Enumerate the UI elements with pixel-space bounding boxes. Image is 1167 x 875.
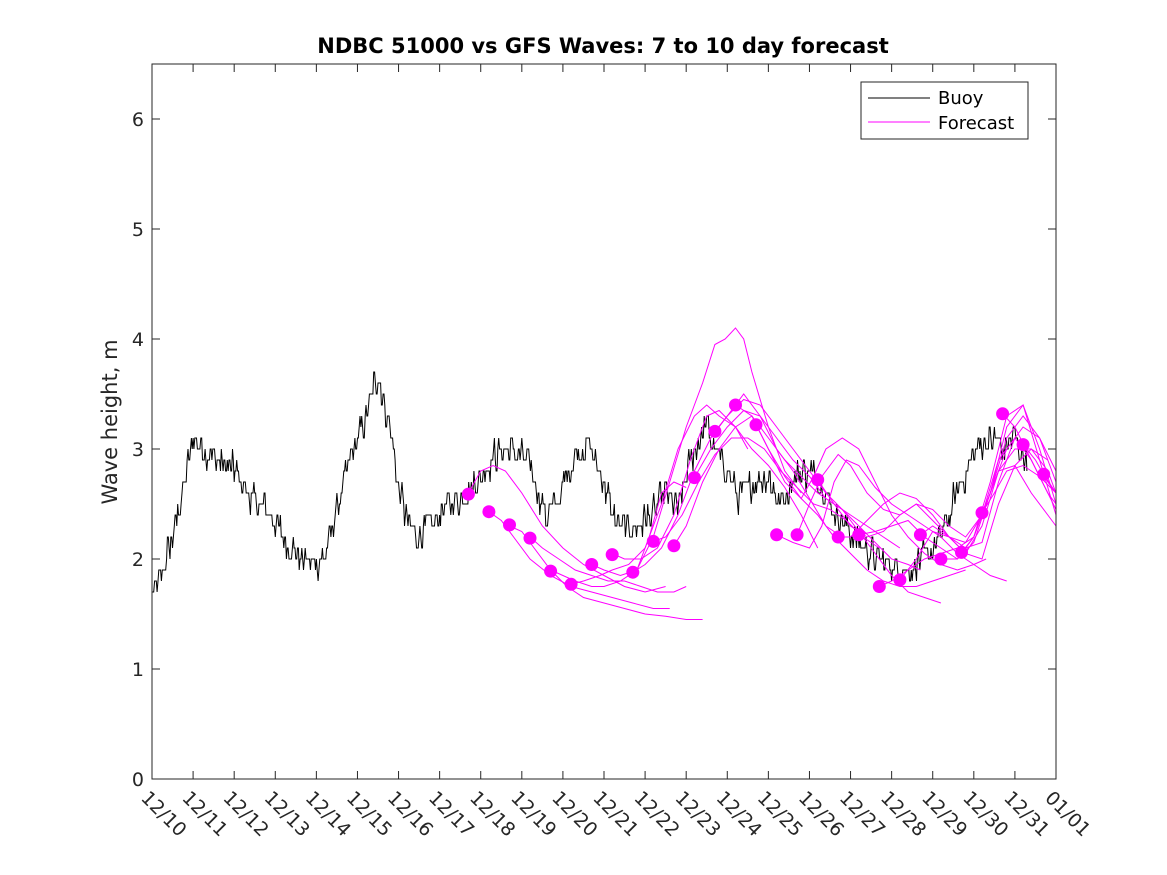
forecast-line-27 (1002, 413, 1057, 510)
forecast-marker-7 (585, 558, 599, 571)
chart-title: NDBC 51000 vs GFS Waves: 7 to 10 day for… (317, 34, 888, 58)
forecast-marker-12 (687, 471, 701, 485)
x-tick-label: 12/14 (301, 787, 355, 841)
plot-area (152, 327, 1057, 620)
forecast-line-20 (858, 403, 1057, 560)
forecast-marker-26 (975, 506, 989, 520)
forecast-line-11 (673, 415, 901, 549)
x-tick-label: 12/22 (630, 787, 684, 841)
y-tick-label: 1 (132, 659, 144, 681)
y-axis-label: Wave height, m (98, 339, 122, 504)
y-tick-label: 4 (132, 329, 144, 351)
x-tick-label: 12/11 (178, 787, 232, 841)
x-tick-label: 12/31 (999, 787, 1053, 841)
forecast-marker-21 (872, 580, 886, 593)
x-tick-label: 12/19 (506, 787, 560, 841)
y-tick-label: 3 (132, 439, 144, 461)
legend-label-forecast: Forecast (938, 113, 1014, 134)
forecast-marker-8 (605, 548, 619, 562)
x-tick-label: 12/27 (835, 787, 889, 841)
forecast-line-1 (467, 464, 666, 593)
forecast-marker-3 (503, 518, 516, 532)
forecast-line-21 (879, 404, 1057, 587)
axis-ticks: 012345612/1012/1112/1212/1312/1412/1512/… (132, 63, 1095, 841)
legend: Buoy Forecast (860, 81, 1029, 140)
forecast-line-13 (714, 398, 942, 604)
legend-box (860, 81, 1029, 140)
forecast-marker-9 (626, 565, 640, 579)
forecast-marker-18 (811, 473, 825, 487)
forecast-line-5 (550, 481, 687, 587)
x-tick-label: 12/30 (958, 787, 1012, 841)
x-tick-label: 12/18 (465, 787, 519, 841)
y-tick-label: 6 (132, 109, 144, 131)
forecast-marker-1 (461, 487, 475, 501)
forecast-marker-19 (831, 530, 845, 544)
forecast-line-25 (961, 415, 1057, 553)
forecast-marker-4 (523, 531, 537, 545)
forecast-marker-24 (934, 552, 948, 566)
x-tick-label: 12/26 (794, 787, 848, 841)
forecast-marker-10 (646, 534, 660, 548)
x-tick-label: 12/10 (136, 787, 190, 841)
x-tick-label: 12/25 (753, 787, 807, 841)
x-tick-label: 12/15 (342, 787, 396, 841)
x-tick-label: 12/28 (876, 787, 930, 841)
forecast-marker-28 (1016, 438, 1030, 452)
forecast-line-6 (570, 404, 749, 585)
forecast-marker-15 (749, 418, 763, 432)
forecast-line-10 (653, 437, 880, 549)
forecast-marker-22 (893, 573, 907, 587)
forecast-marker-27 (996, 407, 1010, 421)
forecast-marker-13 (708, 424, 722, 438)
x-tick-label: 01/01 (1040, 787, 1094, 841)
forecast-marker-5 (544, 564, 558, 578)
forecast-marker-6 (564, 577, 578, 591)
forecast-line-14 (735, 404, 966, 587)
forecast-line-3 (509, 525, 703, 620)
forecast-line-16 (776, 459, 1007, 582)
forecast-marker-11 (667, 539, 681, 553)
x-tick-label: 12/21 (588, 787, 642, 841)
forecast-line-15 (755, 424, 987, 571)
forecast-marker-2 (482, 505, 496, 519)
x-tick-label: 12/29 (917, 787, 971, 841)
x-tick-label: 12/13 (260, 787, 314, 841)
axes-box (151, 63, 1057, 780)
y-tick-label: 5 (132, 219, 144, 241)
forecast-line-4 (529, 536, 687, 593)
y-tick-label: 2 (132, 549, 144, 571)
x-tick-label: 12/23 (671, 787, 725, 841)
legend-label-buoy: Buoy (938, 88, 984, 109)
forecast-marker-14 (729, 398, 742, 412)
x-tick-label: 12/16 (383, 787, 437, 841)
x-tick-label: 12/20 (547, 787, 601, 841)
x-tick-label: 12/24 (712, 787, 766, 841)
forecast-marker-29 (1037, 467, 1051, 481)
x-tick-label: 12/12 (219, 787, 273, 841)
x-tick-label: 12/17 (424, 787, 478, 841)
forecast-marker-17 (790, 528, 804, 542)
forecast-line-8 (611, 409, 819, 560)
forecast-line-12 (693, 409, 921, 571)
buoy-series-line (152, 371, 1028, 593)
forecast-marker-23 (913, 528, 927, 542)
forecast-marker-16 (770, 528, 784, 542)
forecast-line-23 (920, 464, 1057, 555)
forecast-marker-20 (852, 528, 866, 542)
forecast-marker-25 (955, 545, 968, 559)
y-tick-label: 0 (132, 769, 144, 791)
